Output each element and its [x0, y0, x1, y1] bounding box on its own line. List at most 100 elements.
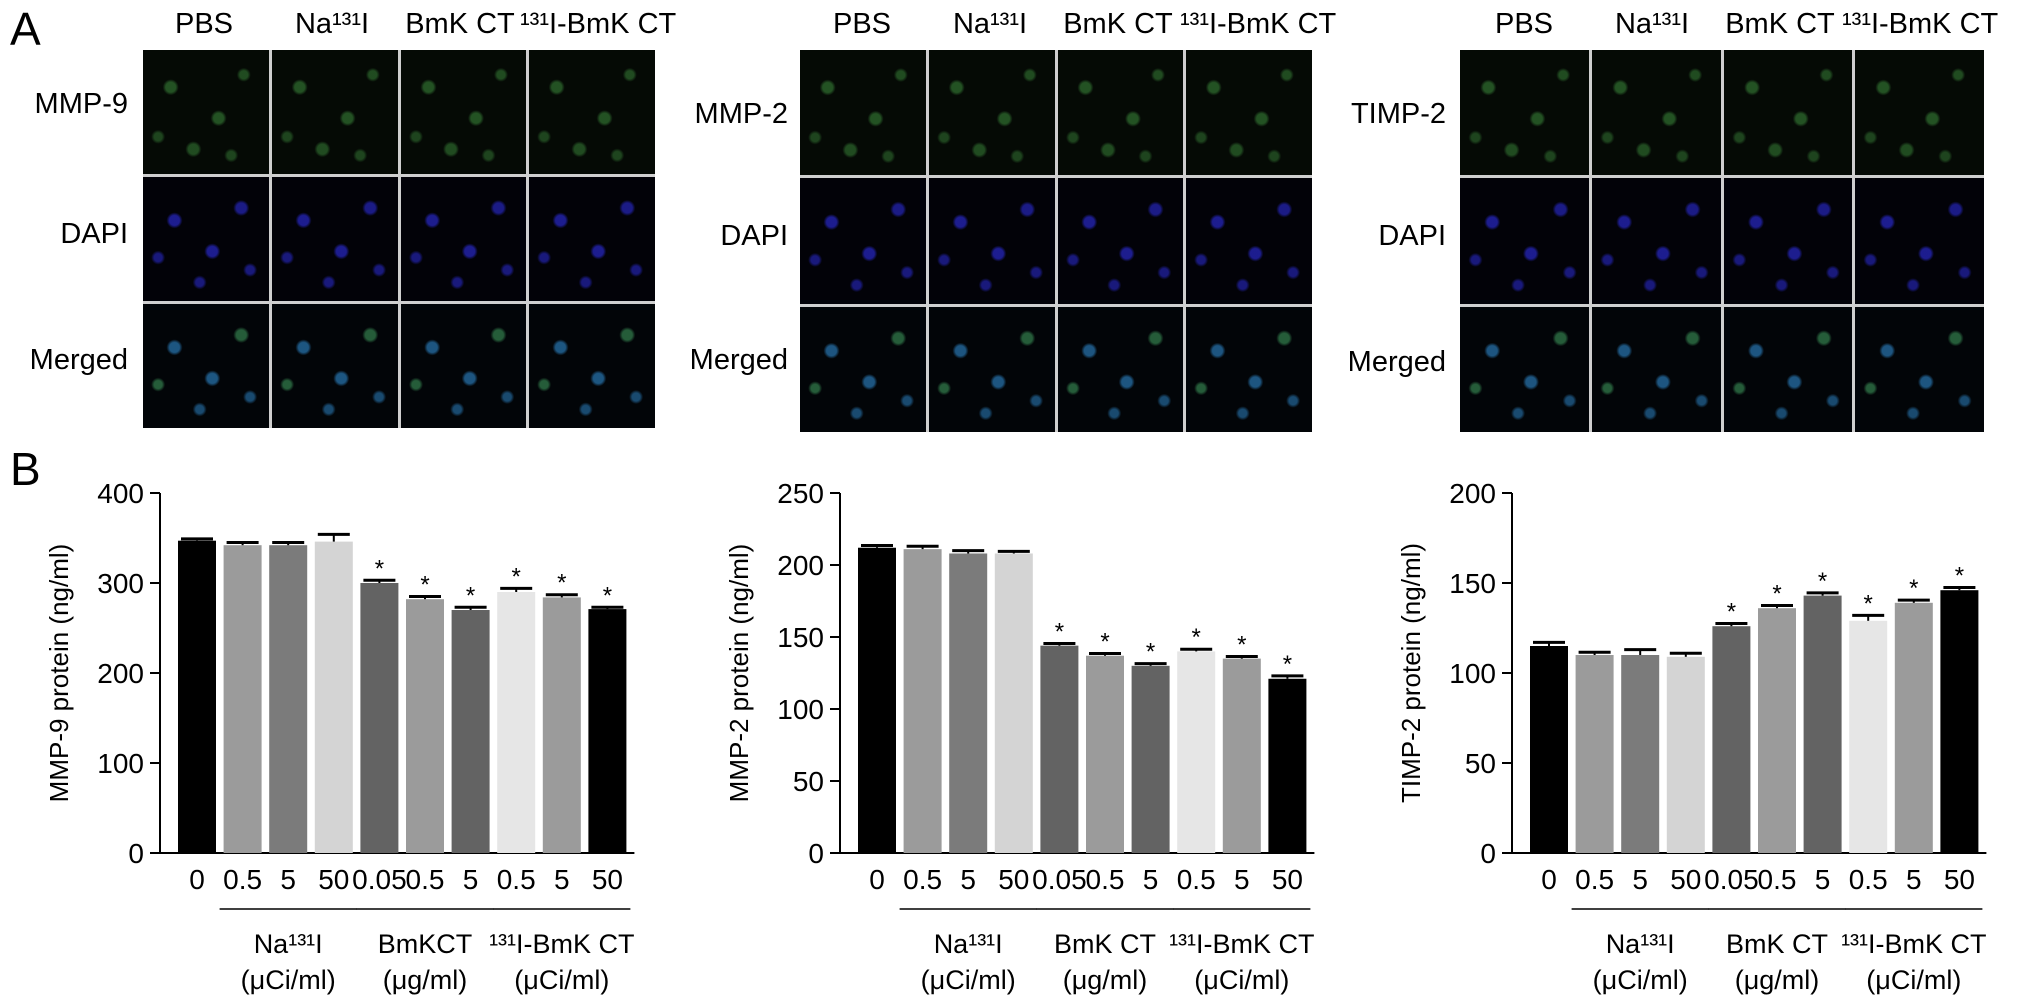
micrograph-cell — [400, 177, 527, 301]
bar — [1040, 645, 1079, 853]
significance-marker: * — [1055, 618, 1064, 645]
x-tick-label: 0.5 — [1575, 864, 1614, 895]
micrograph-cell — [529, 177, 655, 301]
micrograph-grid — [1460, 50, 1984, 432]
micrograph-cell — [1460, 50, 1589, 176]
bar — [314, 541, 353, 853]
bar — [1177, 651, 1216, 853]
bar — [1530, 646, 1568, 853]
x-tick-label: 0.5 — [406, 864, 445, 895]
column-label: Na¹³¹I — [1614, 8, 1690, 40]
micrograph-cell — [1723, 178, 1853, 304]
y-tick-label: 100 — [777, 694, 824, 725]
micrograph-cell — [1057, 306, 1184, 432]
bar — [949, 553, 988, 853]
bar — [406, 599, 444, 853]
micrograph-cell — [1186, 50, 1312, 176]
micrograph-cell — [1591, 178, 1721, 304]
micrograph-cell — [1855, 50, 1984, 176]
group-label: BmK CT — [1726, 929, 1828, 959]
micrograph-cell — [1591, 306, 1721, 432]
x-tick-label: 0 — [1541, 864, 1557, 895]
column-label: BmK CT — [1725, 8, 1835, 40]
bar — [1575, 655, 1614, 853]
panel-letter-a: A — [10, 3, 41, 55]
column-label: BmK CT — [405, 8, 515, 40]
micrograph-cell — [928, 178, 1055, 304]
micrograph-cell — [1855, 306, 1984, 432]
group-label: ¹³¹I-BmK CT — [1841, 929, 1986, 959]
x-tick-label: 50 — [1670, 864, 1701, 895]
group-label: Na¹³¹I — [934, 929, 1003, 959]
micrograph-cell — [1186, 178, 1312, 304]
x-tick-label: 0.05 — [352, 864, 407, 895]
column-label: Na¹³¹I — [294, 8, 370, 40]
significance-marker: * — [1192, 624, 1201, 651]
micrograph-cell — [928, 50, 1055, 176]
micrograph-cell — [271, 50, 398, 174]
significance-marker: * — [375, 555, 384, 582]
micrograph-cell — [529, 50, 655, 174]
bar — [994, 553, 1033, 853]
x-tick-label: 5 — [554, 864, 570, 895]
micrograph-cell — [1591, 50, 1721, 176]
significance-marker: * — [557, 570, 566, 597]
group-unit: (μCi/ml) — [1194, 965, 1289, 995]
group-label: Na¹³¹I — [254, 929, 323, 959]
micrograph-grid — [143, 50, 655, 428]
micrograph-cell — [143, 304, 269, 428]
micrograph-cell — [800, 306, 926, 432]
bar — [588, 609, 627, 853]
row-label: TIMP-2 — [1350, 98, 1446, 130]
significance-marker: * — [1100, 629, 1109, 656]
x-tick-label: 50 — [998, 864, 1029, 895]
micrograph-cell — [400, 304, 527, 428]
x-tick-label: 5 — [1632, 864, 1648, 895]
row-label: DAPI — [1378, 220, 1446, 252]
y-axis-label: MMP-9 protein (ng/ml) — [44, 544, 74, 803]
micrograph-cell — [271, 304, 398, 428]
x-tick-label: 5 — [1815, 864, 1831, 895]
y-tick-label: 150 — [777, 622, 824, 653]
micrograph-cell — [1460, 306, 1589, 432]
y-tick-label: 100 — [97, 748, 144, 779]
y-tick-label: 200 — [97, 658, 144, 689]
group-unit: (μg/ml) — [1063, 965, 1148, 995]
bar — [1758, 608, 1796, 853]
x-tick-label: 0 — [869, 864, 885, 895]
y-axis-label: MMP-2 protein (ng/ml) — [724, 544, 754, 803]
micrograph-cell — [1855, 178, 1984, 304]
micrograph-cell — [1723, 306, 1853, 432]
bar — [1086, 655, 1124, 853]
group-unit: (μCi/ml) — [1593, 965, 1688, 995]
bar — [1222, 658, 1261, 853]
micrograph-cell — [800, 50, 926, 176]
y-tick-label: 50 — [793, 766, 824, 797]
group-unit: (μg/ml) — [1735, 965, 1820, 995]
bar — [269, 545, 308, 853]
x-tick-label: 5 — [1234, 864, 1250, 895]
significance-marker: * — [512, 563, 521, 590]
bar — [1268, 678, 1307, 853]
bar — [1131, 665, 1170, 853]
bar — [178, 540, 216, 853]
y-tick-label: 200 — [777, 550, 824, 581]
significance-marker: * — [1818, 568, 1827, 595]
y-tick-label: 300 — [97, 568, 144, 599]
x-tick-label: 5 — [1143, 864, 1159, 895]
bar — [858, 547, 896, 853]
y-tick-label: 150 — [1449, 568, 1496, 599]
y-tick-label: 250 — [777, 478, 824, 509]
group-label: BmK CT — [1054, 929, 1156, 959]
row-label: DAPI — [60, 218, 128, 250]
x-tick-label: 0.5 — [223, 864, 262, 895]
x-tick-label: 0.5 — [1086, 864, 1125, 895]
significance-marker: * — [1864, 590, 1873, 617]
column-label: ¹³¹I-BmK CT — [520, 8, 677, 40]
group-label: ¹³¹I-BmK CT — [1169, 929, 1314, 959]
y-tick-label: 200 — [1449, 478, 1496, 509]
micrograph-grid — [800, 50, 1312, 432]
bar — [1666, 656, 1705, 853]
x-tick-label: 5 — [463, 864, 479, 895]
